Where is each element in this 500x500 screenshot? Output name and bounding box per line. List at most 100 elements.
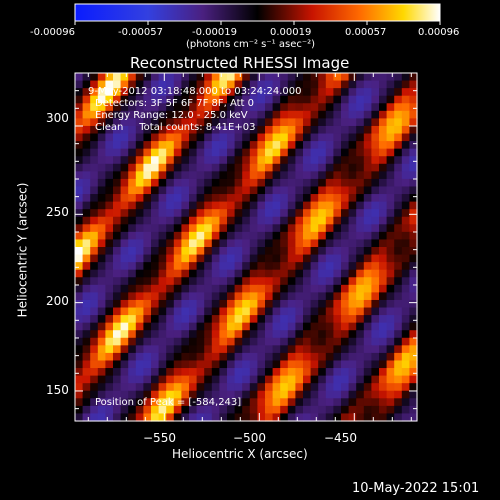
heatmap-cell	[295, 368, 304, 377]
heatmap-cell	[75, 405, 84, 415]
heatmap-cell	[181, 345, 190, 354]
heatmap-cell	[189, 209, 198, 218]
heatmap-cell	[265, 292, 274, 301]
heatmap-cell	[401, 262, 410, 271]
heatmap-cell	[120, 231, 129, 241]
heatmap-cell	[204, 352, 213, 362]
heatmap-cell	[341, 360, 350, 369]
heatmap-cell	[318, 171, 327, 180]
heatmap-cell	[379, 110, 388, 119]
heatmap-cell	[272, 247, 281, 256]
heatmap-cell	[333, 405, 342, 415]
heatmap-cell	[386, 178, 395, 188]
heatmap-cell	[82, 239, 91, 248]
heatmap-cell	[135, 141, 144, 150]
heatmap-cell	[120, 352, 129, 362]
heatmap-cell	[219, 352, 228, 362]
heatmap-cell	[158, 345, 167, 354]
heatmap-cell	[318, 307, 327, 316]
heatmap-cell	[379, 247, 388, 256]
heatmap-cell	[363, 171, 372, 180]
heatmap-cell	[310, 262, 319, 271]
heatmap-cell	[75, 360, 84, 369]
heatmap-cell	[181, 201, 190, 210]
heatmap-cell	[189, 398, 198, 407]
heatmap-cell	[227, 110, 236, 119]
heatmap-cell	[257, 322, 266, 331]
heatmap-cell	[333, 322, 342, 331]
heatmap-cell	[196, 201, 205, 210]
heatmap-cell	[173, 216, 182, 225]
heatmap-cell	[280, 178, 289, 188]
heatmap-cell	[151, 201, 160, 210]
heatmap-cell	[143, 110, 152, 119]
heatmap-cell	[242, 141, 251, 150]
heatmap-cell	[105, 398, 114, 407]
heatmap-cell	[113, 80, 122, 89]
heatmap-cell	[120, 141, 129, 150]
heatmap-cell	[120, 224, 129, 233]
heatmap-cell	[386, 345, 395, 354]
heatmap-cell	[379, 95, 388, 104]
heatmap-cell	[219, 156, 228, 165]
heatmap-cell	[120, 330, 129, 339]
heatmap-cell	[325, 201, 334, 210]
heatmap-cell	[257, 133, 266, 142]
heatmap-cell	[280, 186, 289, 195]
heatmap-cell	[227, 398, 236, 407]
heatmap-cell	[196, 307, 205, 316]
heatmap-cell	[90, 156, 99, 165]
heatmap-cell	[105, 209, 114, 218]
heatmap-cell	[204, 103, 213, 112]
heatmap-cell	[173, 194, 182, 203]
heatmap-cell	[135, 330, 144, 339]
heatmap-cell	[310, 239, 319, 248]
heatmap-cell	[166, 322, 175, 331]
heatmap-cell	[173, 118, 182, 127]
heatmap-cell	[325, 209, 334, 218]
heatmap-cell	[303, 375, 312, 384]
heatmap-cell	[272, 368, 281, 377]
heatmap-cell	[272, 322, 281, 331]
heatmap-cell	[295, 352, 304, 362]
heatmap-cell	[348, 262, 357, 271]
heatmap-cell	[211, 368, 220, 377]
heatmap-cell	[135, 284, 144, 293]
heatmap-cell	[105, 95, 114, 104]
heatmap-cell	[105, 103, 114, 112]
heatmap-cell	[333, 125, 342, 135]
heatmap-cell	[158, 224, 167, 233]
heatmap-cell	[265, 360, 274, 369]
heatmap-cell	[97, 125, 106, 135]
heatmap-cell	[113, 299, 122, 309]
heatmap-cell	[189, 368, 198, 377]
heatmap-cell	[113, 224, 122, 233]
heatmap-cell	[386, 390, 395, 399]
heatmap-cell	[325, 330, 334, 339]
heatmap-cell	[211, 201, 220, 210]
heatmap-cell	[219, 239, 228, 248]
heatmap-cell	[257, 209, 266, 218]
heatmap-cell	[348, 398, 357, 407]
heatmap-cell	[189, 224, 198, 233]
heatmap-cell	[265, 405, 274, 415]
heatmap-cell	[325, 224, 334, 233]
heatmap-cell	[379, 322, 388, 331]
heatmap-cell	[394, 80, 403, 89]
heatmap-cell	[363, 352, 372, 362]
heatmap-cell	[128, 171, 137, 180]
heatmap-cell	[303, 345, 312, 354]
heatmap-cell	[234, 178, 243, 188]
heatmap-cell	[318, 322, 327, 331]
heatmap-cell	[82, 186, 91, 195]
heatmap-cell	[249, 277, 258, 286]
heatmap-cell	[325, 375, 334, 384]
heatmap-cell	[97, 337, 106, 346]
heatmap-cell	[272, 186, 281, 195]
heatmap-cell	[128, 375, 137, 384]
colorbar-tick-label: 0.00019	[270, 27, 312, 38]
heatmap-cell	[128, 73, 137, 82]
heatmap-cell	[211, 110, 220, 119]
heatmap-cell	[287, 103, 296, 112]
heatmap-cell	[113, 125, 122, 135]
